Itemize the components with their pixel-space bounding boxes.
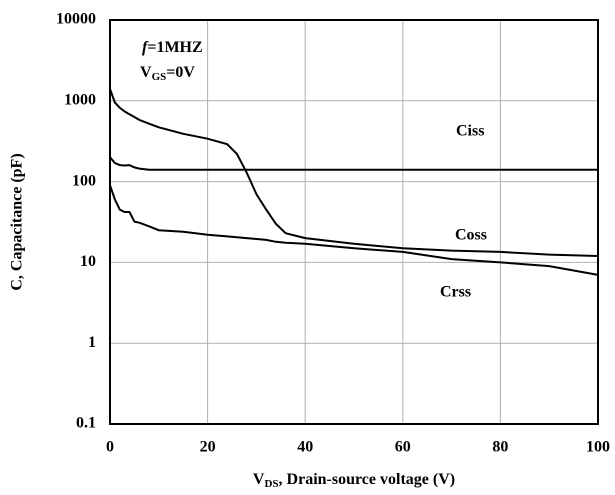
x-tick-label: 80	[492, 439, 508, 456]
x-axis-label: VDS, Drain-source voltage (V)	[253, 471, 455, 490]
annotation: f=1MHZ	[142, 39, 203, 56]
plot-frame	[109, 19, 599, 425]
x-label-part: V	[253, 471, 265, 488]
x-tick-label: 40	[297, 439, 313, 456]
annotation-part: =1MHZ	[147, 39, 202, 56]
x-label-part: DS	[264, 478, 278, 490]
x-label-part: , Drain-source voltage (V)	[279, 471, 456, 488]
annotation-part: f	[142, 39, 149, 56]
x-tick-label: 100	[586, 439, 610, 456]
annotation: VGS=0V	[140, 64, 195, 83]
x-tick-label: 20	[200, 439, 216, 456]
x-tick-label: 60	[395, 439, 411, 456]
y-tick-label: 10	[80, 253, 96, 270]
y-tick-label: 100	[72, 172, 96, 189]
series-label: Coss	[455, 227, 487, 244]
series-label: Crss	[440, 284, 471, 301]
y-tick-label: 0.1	[76, 415, 96, 432]
series-label: Ciss	[456, 123, 484, 140]
annotation-part: GS	[152, 71, 167, 83]
y-axis-label: C, Capacitance (pF)	[9, 153, 26, 290]
y-tick-label: 10000	[56, 11, 96, 28]
series-line	[109, 88, 599, 257]
annotation-part: =0V	[166, 64, 195, 81]
x-tick-label: 0	[106, 439, 114, 456]
series-line	[109, 184, 599, 276]
y-tick-label: 1	[88, 334, 96, 351]
annotation-part: V	[140, 64, 152, 81]
series-line	[109, 156, 598, 171]
y-tick-label: 1000	[64, 91, 96, 108]
